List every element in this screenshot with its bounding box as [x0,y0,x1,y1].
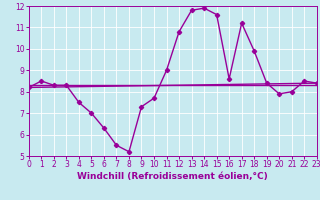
X-axis label: Windchill (Refroidissement éolien,°C): Windchill (Refroidissement éolien,°C) [77,172,268,181]
